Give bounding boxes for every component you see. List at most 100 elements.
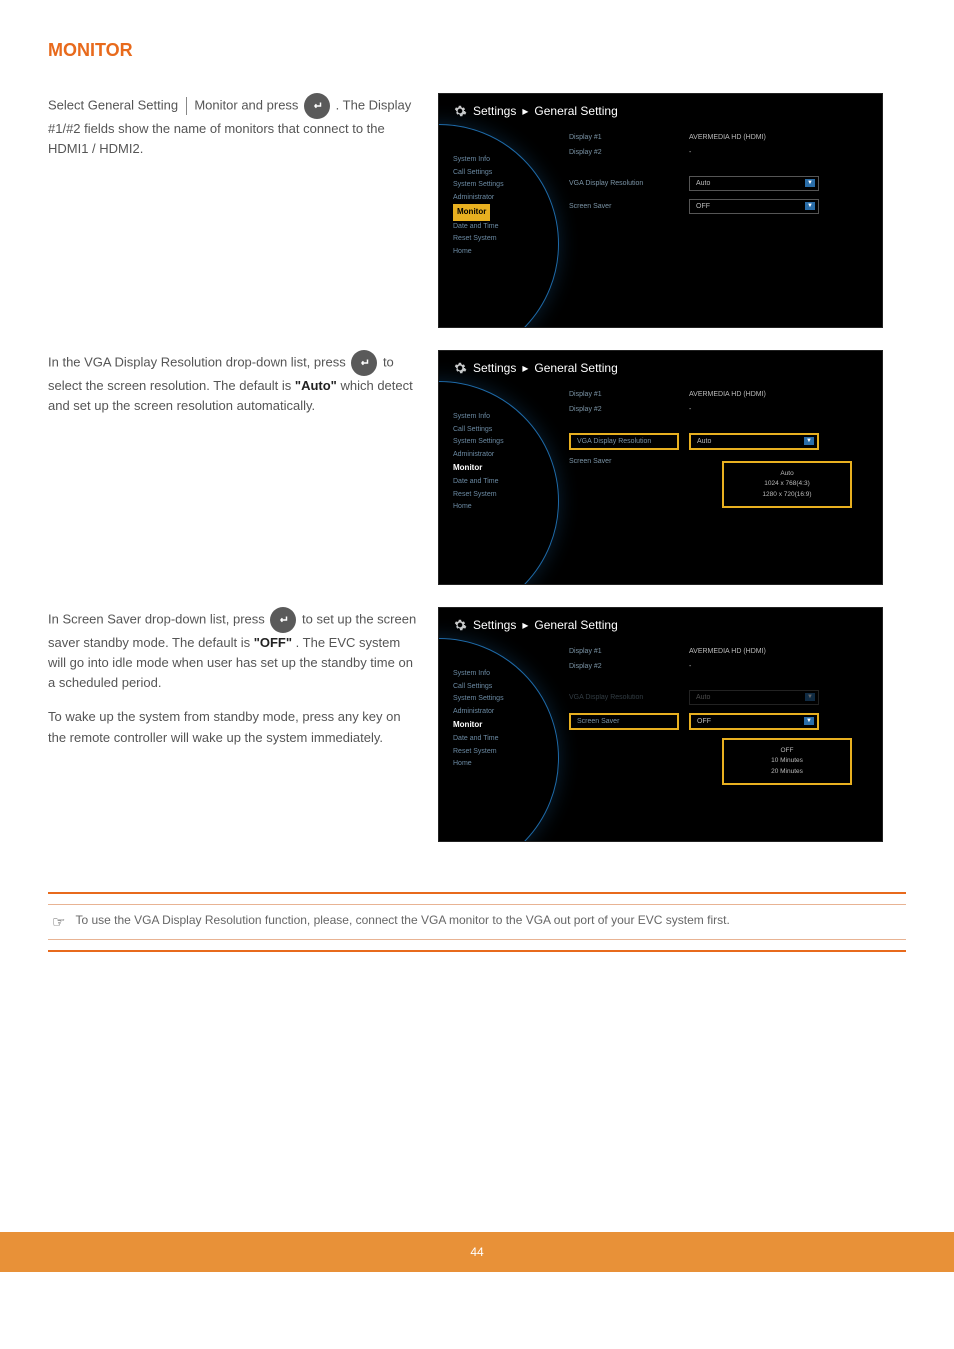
display2-label: Display #2 — [569, 149, 689, 156]
vga-select-dim: Auto — [689, 690, 819, 705]
display2-label: Display #2 — [569, 663, 689, 670]
ss-label: Screen Saver — [569, 458, 689, 465]
breadcrumb-page-label: General Setting — [534, 361, 617, 375]
menu-call-settings: Call Settings — [453, 424, 504, 437]
step-row-2: In the VGA Display Resolution drop-down … — [48, 350, 906, 585]
menu-date-time: Date and Time — [453, 476, 504, 489]
ss-opt-off[interactable]: OFF — [728, 746, 846, 756]
menu-date-time: Date and Time — [453, 221, 504, 234]
step1-text: Select General Setting Monitor and press… — [48, 93, 420, 159]
display1-label: Display #1 — [569, 648, 689, 655]
ss-opt-10min[interactable]: 10 Minutes — [728, 756, 846, 766]
ss-fields-1: Display #1 AVERMEDIA HD (HDMI) Display #… — [569, 134, 869, 222]
gear-icon — [453, 361, 467, 375]
ss-fields-3: Display #1 AVERMEDIA HD (HDMI) Display #… — [569, 648, 869, 738]
menu-system-settings: System Settings — [453, 693, 504, 706]
step-row-1: Select General Setting Monitor and press… — [48, 93, 906, 328]
menu-call-settings: Call Settings — [453, 167, 504, 180]
step3-bold-off: "OFF" — [254, 635, 292, 650]
menu-reset-system: Reset System — [453, 233, 504, 246]
display2-value: - — [689, 406, 691, 413]
display1-label: Display #1 — [569, 391, 689, 398]
display1-label: Display #1 — [569, 134, 689, 141]
section-heading: MONITOR — [48, 40, 906, 61]
menu-monitor-active: Monitor — [453, 463, 482, 472]
menu-reset-system: Reset System — [453, 746, 504, 759]
vga-opt-1280[interactable]: 1280 x 720(16:9) — [728, 490, 846, 500]
screenshot-2: Settings ▸ General Setting System Info C… — [438, 350, 883, 585]
step2-bold-auto: "Auto" — [295, 378, 337, 393]
vga-label: VGA Display Resolution — [569, 180, 689, 187]
menu-system-settings: System Settings — [453, 436, 504, 449]
ss-select-highlighted[interactable]: OFF — [689, 713, 819, 730]
breadcrumb-sep: ▸ — [522, 361, 528, 375]
breadcrumb-sep: ▸ — [522, 618, 528, 632]
breadcrumb-page-label: General Setting — [534, 104, 617, 118]
vga-select[interactable]: Auto — [689, 176, 819, 191]
menu-call-settings: Call Settings — [453, 681, 504, 694]
menu-system-info: System Info — [453, 411, 504, 424]
display2-value: - — [689, 149, 691, 156]
vga-opt-1024[interactable]: 1024 x 768(4:3) — [728, 479, 846, 489]
menu-system-info: System Info — [453, 154, 504, 167]
ss-menu-1: System Info Call Settings System Setting… — [453, 154, 504, 259]
display1-value: AVERMEDIA HD (HDMI) — [689, 391, 766, 398]
enter-key-icon — [351, 350, 377, 376]
vga-label-highlighted: VGA Display Resolution — [569, 433, 679, 450]
menu-system-info: System Info — [453, 668, 504, 681]
menu-monitor-active: Monitor — [453, 204, 490, 220]
display1-value: AVERMEDIA HD (HDMI) — [689, 134, 766, 141]
step1-text-pre: Select — [48, 97, 88, 112]
breadcrumb-sep: ▸ — [522, 104, 528, 118]
step3-text-line3: To wake up the system from standby mode,… — [48, 707, 420, 747]
enter-key-icon — [304, 93, 330, 119]
step1-link-general: General Setting — [88, 97, 178, 112]
note-text: To use the VGA Display Resolution functi… — [75, 913, 729, 927]
display2-label: Display #2 — [569, 406, 689, 413]
step2-pre: In the VGA Display Resolution drop-down … — [48, 354, 349, 369]
menu-administrator: Administrator — [453, 449, 504, 462]
page-number: 44 — [470, 1245, 483, 1259]
pointer-icon: ☞ — [52, 913, 65, 931]
ss-menu-2: System Info Call Settings System Setting… — [453, 411, 504, 514]
enter-key-icon — [270, 607, 296, 633]
menu-monitor-active: Monitor — [453, 720, 482, 729]
breadcrumb-page-label: General Setting — [534, 618, 617, 632]
vga-opt-auto[interactable]: Auto — [728, 469, 846, 479]
menu-home: Home — [453, 501, 504, 514]
step2-text: In the VGA Display Resolution drop-down … — [48, 350, 420, 416]
ss-breadcrumb: Settings ▸ General Setting — [453, 104, 618, 118]
screenshot-1: Settings ▸ General Setting System Info C… — [438, 93, 883, 328]
ss-menu-3: System Info Call Settings System Setting… — [453, 668, 504, 771]
ss-dropdown-open[interactable]: OFF 10 Minutes 20 Minutes — [722, 738, 852, 785]
ss-label: Screen Saver — [569, 203, 689, 210]
display1-value: AVERMEDIA HD (HDMI) — [689, 648, 766, 655]
vga-select-highlighted[interactable]: Auto — [689, 433, 819, 450]
cursor-bar — [186, 97, 187, 115]
step3-text: In Screen Saver drop-down list, press to… — [48, 607, 420, 693]
menu-reset-system: Reset System — [453, 489, 504, 502]
ss-opt-20min[interactable]: 20 Minutes — [728, 767, 846, 777]
breadcrumb-settings-label: Settings — [473, 104, 516, 118]
step1-link-monitor: Monitor — [194, 97, 237, 112]
step3-pre: In Screen Saver drop-down list, press — [48, 611, 268, 626]
ss-label-highlighted: Screen Saver — [569, 713, 679, 730]
breadcrumb-settings-label: Settings — [473, 361, 516, 375]
menu-date-time: Date and Time — [453, 733, 504, 746]
vga-dropdown-open[interactable]: Auto 1024 x 768(4:3) 1280 x 720(16:9) — [722, 461, 852, 508]
gear-icon — [453, 104, 467, 118]
menu-home: Home — [453, 758, 504, 771]
page-footer: 44 — [0, 1232, 954, 1272]
screenshot-3: Settings ▸ General Setting System Info C… — [438, 607, 883, 842]
menu-system-settings: System Settings — [453, 179, 504, 192]
ss-select[interactable]: OFF — [689, 199, 819, 214]
display2-value: - — [689, 663, 691, 670]
menu-administrator: Administrator — [453, 706, 504, 719]
menu-administrator: Administrator — [453, 192, 504, 205]
breadcrumb-settings-label: Settings — [473, 618, 516, 632]
vga-label-dim: VGA Display Resolution — [569, 694, 689, 701]
step-row-3: In Screen Saver drop-down list, press to… — [48, 607, 906, 842]
ss-breadcrumb: Settings ▸ General Setting — [453, 618, 618, 632]
ss-breadcrumb: Settings ▸ General Setting — [453, 361, 618, 375]
note-block: ☞ To use the VGA Display Resolution func… — [48, 892, 906, 952]
